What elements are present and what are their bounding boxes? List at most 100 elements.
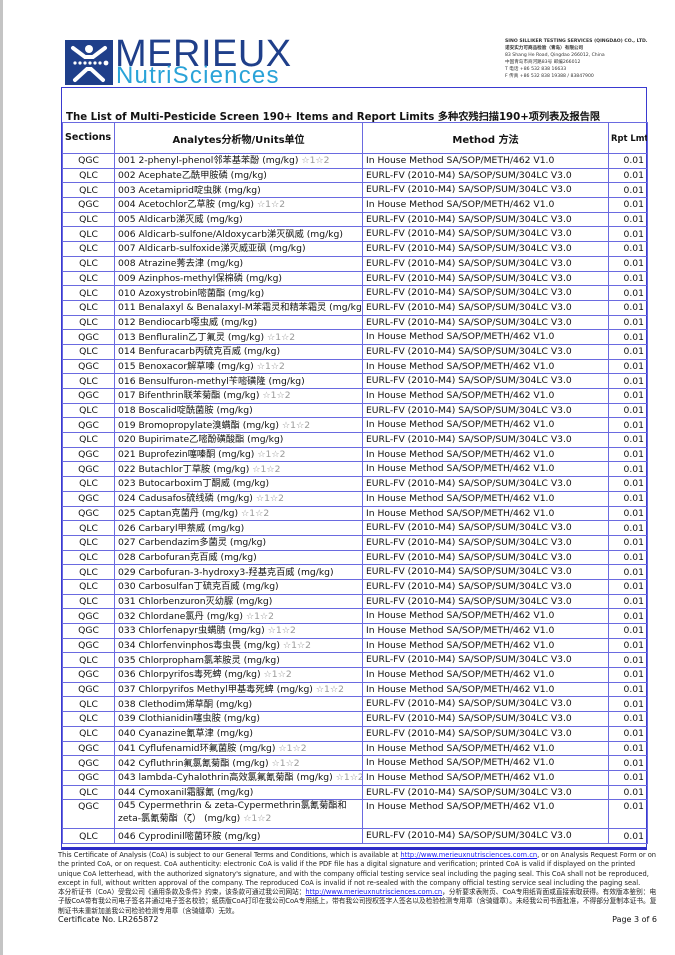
row-analyte: 017 Bifenthrin联苯菊酯 (mg/kg) ☆1☆2 <box>114 388 363 404</box>
row-section: QLC <box>62 285 115 301</box>
row-analyte: 036 Chlorpyrifos毒死蜱 (mg/kg) ☆1☆2 <box>114 667 363 683</box>
row-section: QLC <box>62 255 115 272</box>
row-method: EURL-FV (2010-M4) SA/SOP/SUM/304LC V3.0 <box>362 373 609 389</box>
row-analyte: 031 Chlorbenzuron灭幼脲 (mg/kg) <box>114 593 363 610</box>
row-section: QLC <box>62 432 115 448</box>
table-row: QLC 007 Aldicarb-sulfoxide涕灭威亚砜 (mg/kg) E… <box>62 241 648 257</box>
row-section: QLC <box>62 578 115 595</box>
viewer-left-edge <box>0 0 3 955</box>
table-row: QLC 046 Cyprodinil嘧菌环胺 (mg/kg) EURL-FV (2… <box>62 828 648 844</box>
analyte-name: 003 Acetamiprid啶虫脒 (mg/kg) <box>118 184 261 196</box>
row-method: EURL-FV (2010-M4) SA/SOP/SUM/304LC V3.0 <box>362 211 609 228</box>
table-row: QLC 039 Clothianidin噻虫胺 (mg/kg) EURL-FV (… <box>62 711 648 727</box>
row-section: QLC <box>62 696 115 713</box>
row-method: In House Method SA/SOP/METH/462 V1.0 <box>362 608 609 624</box>
row-analyte: 005 Aldicarb涕灭威 (mg/kg) <box>114 211 363 228</box>
row-analyte: 040 Cyanazine氰草津 (mg/kg) <box>114 725 363 742</box>
row-limit: 0.01 <box>608 343 648 360</box>
row-section: QGC <box>62 505 115 522</box>
row-analyte: 026 Carbaryl甲萘威 (mg/kg) <box>114 520 363 536</box>
analyte-name: 039 Clothianidin噻虫胺 (mg/kg) <box>118 713 260 725</box>
table-row: QGC 045 Cypermethrin & zeta-Cypermethrin氯… <box>62 799 648 830</box>
row-method: EURL-FV (2010-M4) SA/SOP/SUM/304LC V3.0 <box>362 285 609 301</box>
row-analyte: 007 Aldicarb-sulfoxide涕灭威亚砜 (mg/kg) <box>114 241 363 257</box>
accreditation-note: ☆1☆2 <box>301 155 330 167</box>
row-section: QLC <box>62 182 115 199</box>
analyte-name: 020 Bupirimate乙嘧酚磺酸酯 (mg/kg) <box>118 434 284 446</box>
row-method: EURL-FV (2010-M4) SA/SOP/SUM/304LC V3.0 <box>362 828 609 844</box>
row-limit: 0.01 <box>608 270 648 287</box>
row-method: In House Method SA/SOP/METH/462 V1.0 <box>362 505 609 522</box>
accreditation-note: ☆1☆2 <box>271 757 300 769</box>
row-method: In House Method SA/SOP/METH/462 V1.0 <box>362 197 609 213</box>
analyte-name: 011 Benalaxyl & Benalaxyl-M苯霜灵和精苯霜灵 (mg/… <box>118 302 363 314</box>
row-method: In House Method SA/SOP/METH/462 V1.0 <box>362 388 609 404</box>
row-method: In House Method SA/SOP/METH/462 V1.0 <box>362 769 609 786</box>
company-name-en: SINO SILLIKER TESTING SERVICES (QINGDAO)… <box>505 39 648 44</box>
accreditation-note: ☆1☆2 <box>262 390 291 402</box>
row-section: QGC <box>62 667 115 683</box>
table-row: QGC 025 Captan克菌丹 (mg/kg) ☆1☆2 In House Me… <box>62 505 648 522</box>
row-method: EURL-FV (2010-M4) SA/SOP/SUM/304LC V3.0 <box>362 520 609 536</box>
row-method: EURL-FV (2010-M4) SA/SOP/SUM/304LC V3.0 <box>362 476 609 492</box>
row-analyte: 002 Acephate乙酰甲胺磷 (mg/kg) <box>114 167 363 184</box>
row-limit: 0.01 <box>608 490 648 507</box>
analyte-name: 040 Cyanazine氰草津 (mg/kg) <box>118 728 253 740</box>
row-method: EURL-FV (2010-M4) SA/SOP/SUM/304LC V3.0 <box>362 784 609 801</box>
table-row: QGC 013 Benfluralin乙丁氟灵 (mg/kg) ☆1☆2 In Ho… <box>62 329 648 345</box>
analyte-name: 014 Benfuracarb丙硫克百威 (mg/kg) <box>118 346 281 358</box>
row-analyte: 018 Boscalid啶酰菌胺 (mg/kg) <box>114 402 363 419</box>
row-analyte: 028 Carbofuran克百威 (mg/kg) <box>114 549 363 566</box>
row-limit: 0.01 <box>608 711 648 727</box>
accreditation-note: ☆1☆2 <box>252 463 281 475</box>
row-section: QLC <box>62 725 115 742</box>
row-limit: 0.01 <box>608 211 648 228</box>
row-analyte: 037 Chlorpyrifos Methyl甲基毒死蜱 (mg/kg) ☆1☆… <box>114 681 363 698</box>
accreditation-note: ☆1☆2 <box>335 772 363 784</box>
analyte-name: 016 Bensulfuron-methyl苄嘧磺隆 (mg/kg) <box>118 375 305 387</box>
page-title: The List of Multi-Pesticide Screen 190+ … <box>66 112 601 123</box>
table-row: QLC 030 Carbosulfan丁硫克百威 (mg/kg) EURL-FV … <box>62 578 648 595</box>
row-section: QGC <box>62 417 115 434</box>
website-link[interactable]: http://www.merieuxnutrisciences.com.cn <box>400 851 538 859</box>
row-method: EURL-FV (2010-M4) SA/SOP/SUM/304LC V3.0 <box>362 711 609 727</box>
header-rpt-lmt: Rpt Lmt 报告限 <box>608 122 648 154</box>
row-limit: 0.01 <box>608 476 648 492</box>
row-analyte: 015 Benoxacor解草嗪 (mg/kg) ☆1☆2 <box>114 358 363 375</box>
table-row: QLC 014 Benfuracarb丙硫克百威 (mg/kg) EURL-FV … <box>62 343 648 360</box>
analyte-name: 041 Cyflufenamid环氟菌胺 (mg/kg) <box>118 742 276 754</box>
row-limit: 0.01 <box>608 740 648 757</box>
analyte-name: 008 Atrazine莠去津 (mg/kg) <box>118 258 244 270</box>
disclaimer-cn-1: 本分析证书（CoA）受我公司《通用条款及条件》约束，该条款可通过我公司网站： <box>58 888 306 897</box>
analyte-name: 015 Benoxacor解草嗪 (mg/kg) <box>118 360 254 372</box>
row-analyte: 043 lambda-Cyhalothrin高效氯氟氰菊酯 (mg/kg) ☆1… <box>114 769 363 786</box>
table-row: QLC 031 Chlorbenzuron灭幼脲 (mg/kg) EURL-FV … <box>62 593 648 610</box>
row-analyte: 041 Cyflufenamid环氟菌胺 (mg/kg) ☆1☆2 <box>114 740 363 757</box>
row-analyte: 030 Carbosulfan丁硫克百威 (mg/kg) <box>114 578 363 595</box>
row-method: In House Method SA/SOP/METH/462 V1.0 <box>362 637 609 654</box>
accreditation-note: ☆1☆2 <box>255 493 284 505</box>
row-section: QLC <box>62 711 115 727</box>
analyte-name: 017 Bifenthrin联苯菊酯 (mg/kg) <box>118 390 260 402</box>
website-link-cn[interactable]: http://www.merieuxnutrisciences.com.cn <box>305 888 443 897</box>
row-limit: 0.01 <box>608 755 648 771</box>
row-method: EURL-FV (2010-M4) SA/SOP/SUM/304LC V3.0 <box>362 226 609 243</box>
row-section: QLC <box>62 373 115 389</box>
table-row: QGC 041 Cyflufenamid环氟菌胺 (mg/kg) ☆1☆2 In H… <box>62 740 648 757</box>
row-method: In House Method SA/SOP/METH/462 V1.0 <box>362 417 609 434</box>
analyte-name: 042 Cyfluthrin氟氯氰菊酯 (mg/kg) <box>118 757 269 769</box>
row-section: QLC <box>62 270 115 287</box>
analyte-name: 018 Boscalid啶酰菌胺 (mg/kg) <box>118 405 253 417</box>
table-row: QGC 021 Buprofezin噻嗪酮 (mg/kg) ☆1☆2 In Hous… <box>62 446 648 463</box>
row-method: EURL-FV (2010-M4) SA/SOP/SUM/304LC V3.0 <box>362 549 609 566</box>
table-row: QGC 032 Chlordane氯丹 (mg/kg) ☆1☆2 In House … <box>62 608 648 624</box>
row-section: QGC <box>62 358 115 375</box>
analyte-name: 044 Cymoxanil霜脲氰 (mg/kg) <box>118 786 254 798</box>
analyte-name: 035 Chlorpropham氯苯胺灵 (mg/kg) <box>118 654 280 666</box>
row-limit: 0.01 <box>608 285 648 301</box>
row-section: QLC <box>62 476 115 492</box>
analyte-name: 024 Cadusafos硫线磷 (mg/kg) <box>118 493 253 505</box>
row-limit: 0.01 <box>608 182 648 199</box>
row-analyte: 024 Cadusafos硫线磷 (mg/kg) ☆1☆2 <box>114 490 363 507</box>
footer-disclaimer: This Certificate of Analysis (CoA) is su… <box>58 851 658 916</box>
